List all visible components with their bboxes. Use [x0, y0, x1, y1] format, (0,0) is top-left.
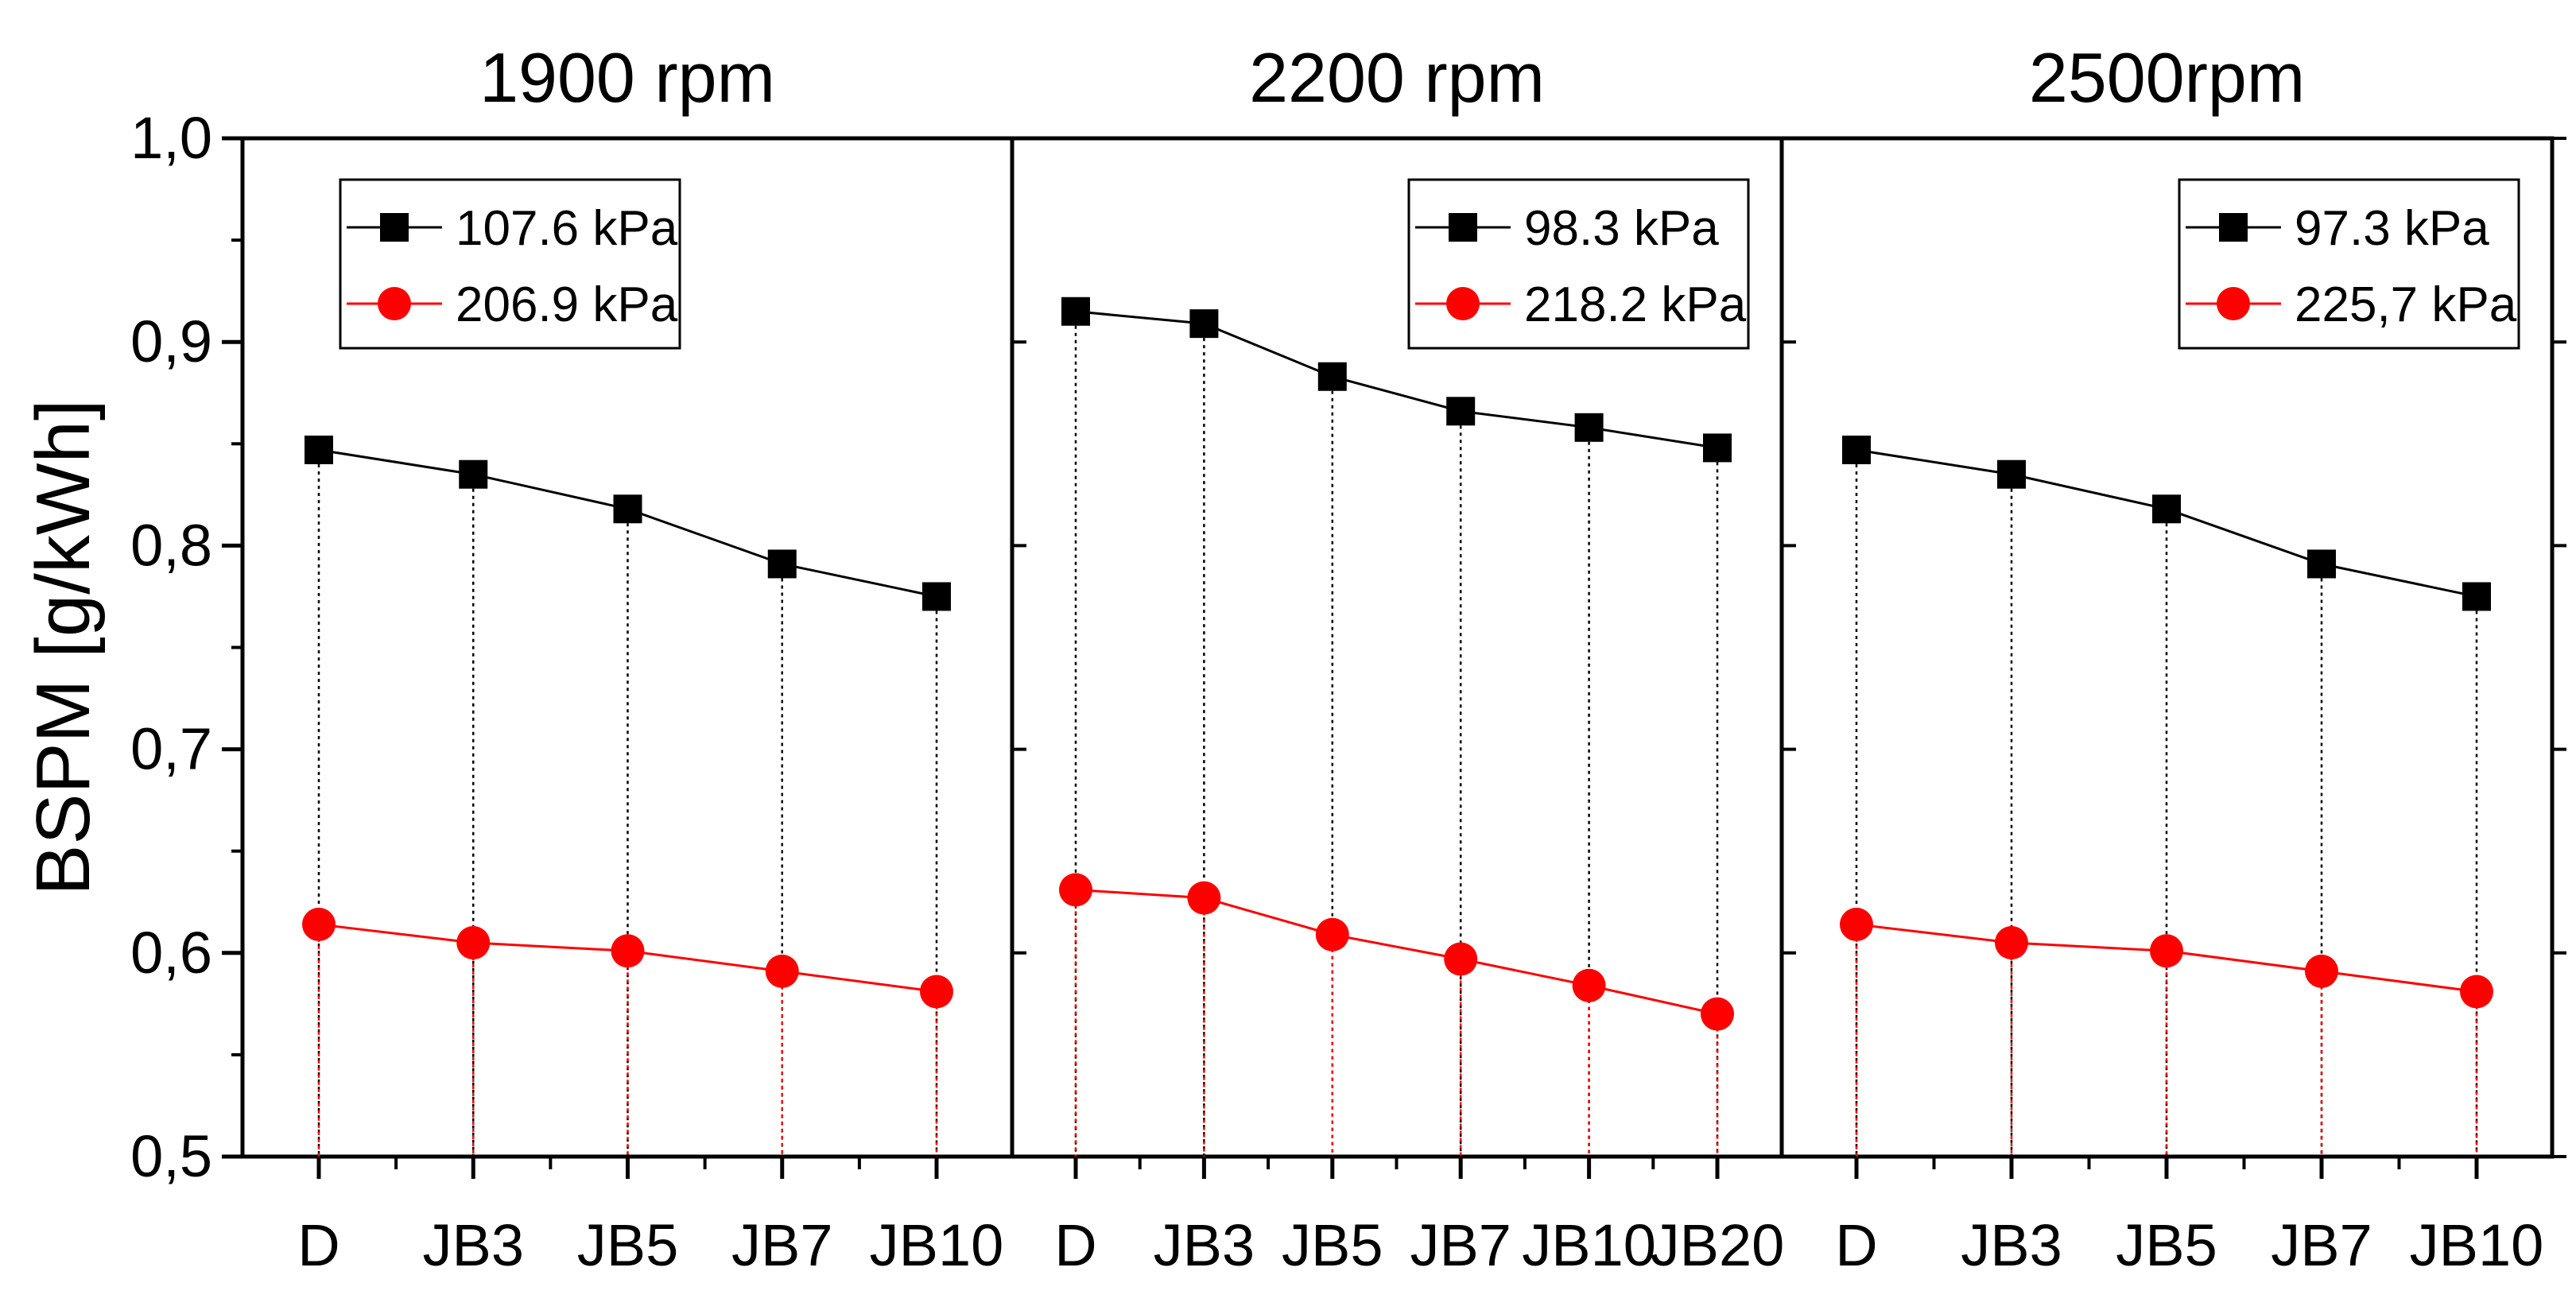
x-tick-label: D — [1835, 1212, 1877, 1278]
legend: 97.3 kPa 225,7 kPa — [2178, 178, 2520, 350]
legend-label: 107.6 kPa — [456, 201, 678, 256]
data-point — [1059, 873, 1092, 907]
data-point — [1187, 881, 1221, 915]
legend-label: 225,7 kPa — [2295, 277, 2517, 332]
legend-marker — [1446, 287, 1480, 320]
data-point — [922, 582, 951, 611]
data-point — [2305, 954, 2338, 988]
data-point — [611, 934, 645, 968]
x-tick-label: JB3 — [1961, 1212, 2062, 1278]
panel-title: 1900 rpm — [479, 38, 775, 117]
data-point — [1574, 413, 1604, 442]
data-point — [2307, 549, 2336, 579]
data-point — [1572, 968, 1606, 1002]
x-tick-label: JB10 — [1522, 1212, 1656, 1278]
data-point — [1703, 433, 1732, 463]
legend-label: 218.2 kPa — [1524, 277, 1747, 332]
panel-3: 2500rpm D JB3 JB5 JB7 JB10 97.3 kPa 225,7 kPa — [1835, 38, 2543, 1278]
panel-title: 2200 rpm — [1249, 38, 1545, 117]
x-tick-label: JB7 — [2271, 1212, 2372, 1278]
x-tick-label: D — [1054, 1212, 1096, 1278]
data-point — [1315, 917, 1349, 951]
legend-label: 97.3 kPa — [2295, 201, 2489, 256]
data-point — [1997, 459, 2026, 489]
y-tick-label: 0,7 — [130, 716, 212, 782]
y-axis-label: BSPM [g/kWh] — [21, 399, 106, 895]
y-axis: 0,5 0,6 0,7 0,8 0,9 1,0 — [130, 105, 2566, 1189]
x-tick-label: JB3 — [422, 1212, 524, 1278]
legend: 107.6 kPa 206.9 kPa — [339, 178, 681, 350]
panel-1: 1900 rpm D JB3 JB5 JB7 JB10 107.6 kPa 206.9 kPa — [297, 38, 1003, 1278]
x-tick-label: JB7 — [1410, 1212, 1511, 1278]
data-point — [1446, 397, 1476, 426]
data-point — [2460, 975, 2493, 1009]
x-tick-label: JB20 — [1651, 1212, 1785, 1278]
panel-title: 2500rpm — [2029, 38, 2305, 117]
legend-label: 98.3 kPa — [1524, 201, 1719, 256]
x-tick-label: JB5 — [2116, 1212, 2217, 1278]
data-point — [305, 435, 333, 464]
data-point — [1701, 997, 1734, 1031]
data-point — [1444, 942, 1478, 976]
data-point — [765, 954, 799, 988]
data-point — [456, 925, 491, 959]
legend-marker — [2217, 287, 2250, 320]
data-point — [1840, 907, 1873, 941]
data-point — [767, 549, 797, 579]
data-point — [1317, 362, 1347, 391]
legend-marker — [1449, 213, 1477, 242]
data-point — [459, 459, 488, 489]
x-tick-label: JB5 — [1282, 1212, 1383, 1278]
legend-marker — [378, 287, 411, 320]
data-point — [2152, 494, 2181, 524]
x-tick-label: JB10 — [870, 1212, 1004, 1278]
data-point — [613, 494, 642, 524]
legend-marker — [2219, 213, 2248, 242]
y-tick-label: 0,5 — [130, 1123, 212, 1189]
legend-marker — [380, 213, 409, 242]
series-line — [1075, 310, 1718, 449]
x-tick-label: JB7 — [731, 1212, 833, 1278]
y-tick-label: 0,8 — [130, 512, 212, 578]
data-point — [2150, 934, 2183, 968]
x-tick-label: D — [297, 1212, 339, 1278]
data-point — [2462, 582, 2491, 611]
y-tick-label: 0,6 — [130, 920, 212, 986]
data-point — [1995, 925, 2028, 959]
x-tick-label: JB3 — [1154, 1212, 1255, 1278]
data-point — [920, 975, 953, 1009]
y-tick-label: 0,9 — [130, 308, 212, 374]
data-point — [1061, 296, 1090, 326]
legend: 98.3 kPa 218.2 kPa — [1407, 178, 1750, 350]
x-tick-label: JB10 — [2410, 1212, 2544, 1278]
series-line — [1075, 888, 1718, 1016]
y-tick-label: 1,0 — [130, 105, 212, 171]
data-point — [1842, 435, 1871, 464]
legend-box — [339, 178, 681, 350]
x-tick-label: JB5 — [577, 1212, 679, 1278]
data-point — [302, 907, 336, 941]
legend-label: 206.9 kPa — [456, 277, 678, 332]
data-point — [1189, 309, 1219, 339]
